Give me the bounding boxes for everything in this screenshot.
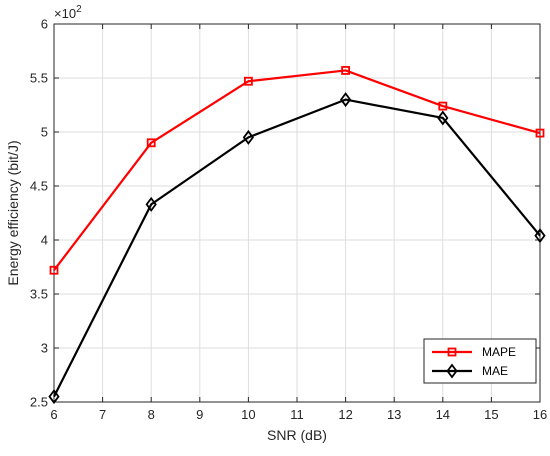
legend-label-mae: MAE	[482, 364, 508, 378]
grid-lines	[54, 24, 540, 402]
y-axis-exponent: ×102	[54, 4, 82, 21]
series-line-mape	[53, 69, 541, 271]
x-axis-title: SNR (dB)	[267, 427, 327, 443]
data-point-mape	[243, 76, 253, 86]
legend-marker-mae	[446, 363, 458, 379]
x-tick-label: 8	[148, 407, 155, 422]
data-point-mape	[535, 128, 545, 138]
x-tick-label: 11	[290, 407, 304, 422]
legend-box	[423, 338, 537, 384]
data-point-mae	[339, 92, 352, 108]
y-tick-label: 6	[41, 17, 48, 32]
data-point-mae	[534, 228, 546, 244]
x-axis-ticks: 6 7 8 9 10 11 12 13 14 15 16	[50, 24, 547, 422]
y-axis-exponent-power: 2	[76, 4, 82, 15]
series-group	[48, 66, 546, 405]
y-tick-label: 4	[41, 233, 48, 248]
data-point-mape	[341, 66, 351, 75]
data-point-mae	[145, 196, 157, 212]
data-point-mape	[438, 101, 448, 111]
x-tick-label: 6	[50, 407, 57, 422]
y-tick-label: 2.5	[30, 395, 48, 410]
series-line-mae	[53, 98, 541, 398]
x-tick-label: 13	[387, 407, 401, 422]
x-tick-label: 7	[99, 407, 106, 422]
x-tick-label: 12	[338, 407, 352, 422]
y-tick-label: 4.5	[30, 179, 48, 194]
data-point-mae	[48, 389, 60, 405]
x-tick-label: 16	[533, 407, 547, 422]
data-point-mae	[437, 110, 449, 126]
x-tick-label: 15	[484, 407, 498, 422]
legend-marker-mape	[447, 347, 457, 357]
x-tick-label: 9	[196, 407, 203, 422]
series-mape	[49, 66, 545, 275]
x-tick-label: 10	[241, 407, 255, 422]
data-point-mape	[49, 265, 59, 275]
x-tick-label: 14	[436, 407, 450, 422]
y-axis-ticks: 2.5 3 3.5 4 4.5 5 5.5 6	[30, 17, 540, 410]
y-tick-label: 5.5	[30, 71, 48, 86]
series-mae	[48, 92, 546, 405]
y-tick-label: 3.5	[30, 287, 48, 302]
data-point-mape	[146, 138, 156, 148]
y-axis-title: Energy efficiency (bit/J)	[5, 140, 21, 285]
chart-legend: MAPE MAE	[423, 338, 537, 384]
y-axis-exponent-base: ×10	[54, 6, 76, 21]
y-tick-label: 3	[41, 341, 48, 356]
y-tick-label: 5	[41, 125, 48, 140]
data-point-mae	[242, 129, 255, 145]
legend-label-mape: MAPE	[482, 345, 516, 359]
